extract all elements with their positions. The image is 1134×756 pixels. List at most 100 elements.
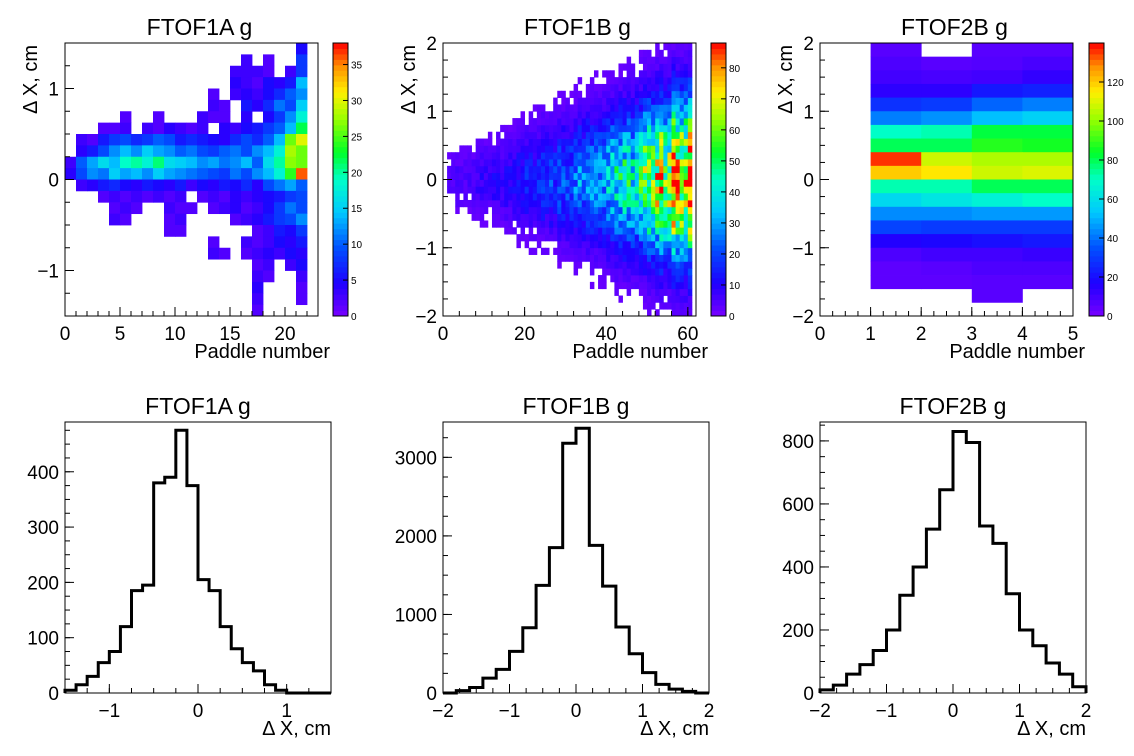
heatmap-cell	[614, 104, 619, 112]
heatmap-cell	[683, 302, 689, 310]
heatmap-cell	[659, 131, 664, 139]
heatmap-cell	[647, 220, 652, 228]
heatmap-cell	[573, 234, 579, 242]
heatmap-cell	[634, 138, 640, 146]
heatmap-cell	[667, 172, 672, 180]
heatmap-cell	[647, 145, 652, 153]
heatmap-cell	[296, 247, 308, 260]
heatmap-cell	[109, 202, 121, 215]
color-bar-segment	[711, 190, 726, 197]
heatmap-cell	[675, 206, 681, 215]
heatmap-cell	[565, 104, 570, 112]
heatmap-cell	[285, 247, 297, 260]
heatmap-cell	[175, 134, 187, 146]
heatmap-cell	[120, 145, 132, 158]
color-bar-segment	[1089, 212, 1104, 219]
heatmap-cell	[659, 227, 664, 235]
heatmap-cell	[655, 261, 660, 269]
color-bar-segment	[711, 212, 726, 219]
heatmap-cell	[683, 77, 689, 85]
heatmap-cell	[1022, 165, 1074, 180]
heatmap-cell	[263, 247, 275, 260]
heatmap-cell	[109, 122, 121, 135]
heatmap-cell	[638, 111, 644, 119]
heatmap-cell	[455, 172, 460, 180]
heatmap-cell	[971, 152, 1023, 167]
heatmap-cell	[528, 145, 534, 153]
heatmap-cell	[516, 186, 521, 194]
heatmap-cell	[655, 220, 660, 228]
heatmap-cell	[504, 213, 509, 221]
heatmap-cell	[1022, 220, 1074, 235]
heatmap-cell	[581, 165, 587, 174]
heatmap-cell	[659, 138, 664, 146]
heatmap-cell	[483, 179, 489, 187]
heatmap-cell	[626, 83, 632, 92]
heatmap-cell	[230, 145, 242, 158]
y-tick-label: −1	[37, 262, 59, 283]
heatmap-cell	[569, 254, 574, 262]
y-tick-label: 600	[782, 495, 814, 516]
heatmap-cell	[614, 152, 619, 160]
heatmap-cell	[638, 56, 644, 64]
heatmap-cell	[971, 43, 1023, 58]
heatmap-cell	[683, 138, 689, 146]
heatmap-cell	[626, 165, 632, 174]
heatmap-cell	[1022, 83, 1074, 98]
heatmap-cell	[647, 90, 652, 98]
heatmap-cell	[545, 131, 550, 139]
heatmap-cell	[153, 122, 165, 135]
heatmap-cell	[296, 54, 308, 67]
heatmap-cell	[610, 206, 615, 215]
heatmap-cell	[630, 247, 636, 255]
heatmap-cell	[671, 172, 676, 180]
heatmap-cell	[634, 275, 640, 283]
color-bar-segment	[333, 195, 348, 202]
heatmap-cell	[557, 152, 562, 160]
heatmap-cell	[296, 156, 308, 169]
heatmap-cell	[634, 281, 640, 290]
heatmap-cell	[683, 104, 689, 112]
heatmap-cell	[598, 152, 603, 160]
heatmap-cell	[683, 193, 689, 201]
heatmap-cell	[683, 124, 689, 133]
heatmap-cell	[561, 179, 566, 187]
heatmap-cell	[475, 172, 481, 180]
heatmap-cell	[642, 234, 648, 242]
heatmap-cell	[263, 99, 275, 112]
heatmap-cell	[626, 275, 632, 283]
heatmap-cell	[573, 220, 579, 228]
heatmap-cell	[528, 199, 534, 208]
heatmap-cell	[671, 165, 676, 174]
heatmap-cell	[921, 56, 973, 71]
heatmap-cell	[667, 227, 672, 235]
heatmap-cell	[651, 83, 656, 92]
heatmap-cell	[626, 240, 632, 249]
heatmap-cell	[606, 131, 611, 139]
heatmap-cell	[602, 240, 607, 249]
heatmap-cell	[553, 234, 558, 242]
heatmap-cell	[659, 199, 664, 208]
heatmap-cell	[651, 295, 656, 303]
heatmap-cell	[585, 152, 591, 160]
heatmap-cell	[467, 152, 472, 160]
heatmap-cell	[109, 145, 121, 158]
heatmap-cell	[687, 186, 693, 194]
heatmap-cell	[164, 145, 176, 158]
heatmap-cell	[577, 213, 583, 221]
heatmap-cell	[153, 145, 165, 158]
heatmap-cell	[671, 56, 676, 64]
color-bar-segment	[333, 97, 348, 104]
heatmap-cell	[614, 220, 619, 228]
heatmap-cell	[500, 172, 505, 180]
heatmap-cell	[512, 179, 517, 187]
heatmap-cell	[589, 145, 595, 153]
heatmap-cell	[569, 131, 574, 139]
color-bar-segment	[711, 97, 726, 104]
heatmap-cell	[197, 168, 209, 180]
heatmap-cell	[467, 186, 472, 194]
heatmap-cell	[577, 227, 583, 235]
heatmap-cell	[585, 220, 591, 228]
heatmap-cell	[451, 179, 456, 187]
heatmap-cell	[573, 240, 579, 249]
